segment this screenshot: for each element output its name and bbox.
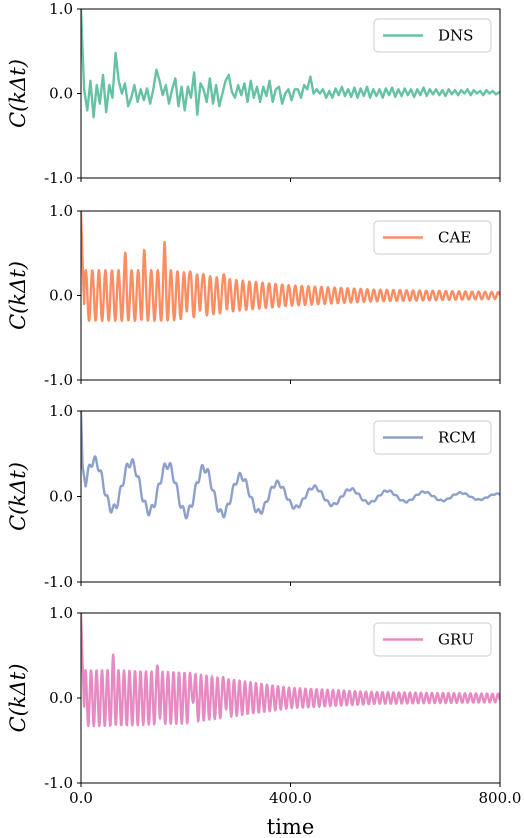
y-axis-label: C(kΔt) <box>6 462 30 531</box>
y-tick-label: 1.0 <box>49 202 73 220</box>
legend-label-rcm: RCM <box>438 429 476 447</box>
legend-box-rcm <box>373 420 492 455</box>
x-axis-label: time <box>267 815 315 838</box>
y-tick-label: 0.0 <box>49 85 73 103</box>
y-tick-label: -1.0 <box>44 774 73 792</box>
y-tick-label: 0.0 <box>49 689 73 707</box>
y-tick-label: 1.0 <box>49 0 73 18</box>
y-tick-label: 1.0 <box>49 402 73 420</box>
series-line-rcm <box>81 411 500 520</box>
legend-label-cae: CAE <box>438 229 471 247</box>
legend-box-cae <box>373 220 492 255</box>
y-tick-label: 0.0 <box>49 488 73 506</box>
y-tick-label: 1.0 <box>49 604 73 622</box>
y-tick-label: -1.0 <box>44 169 73 187</box>
y-tick-label: -1.0 <box>44 371 73 389</box>
y-axis-label: C(kΔt) <box>6 261 30 330</box>
y-axis-label: C(kΔt) <box>6 664 30 733</box>
x-tick-label: 0.0 <box>69 789 93 807</box>
y-tick-label: -1.0 <box>44 573 73 591</box>
y-axis-label: C(kΔt) <box>6 59 30 128</box>
series-line-dns <box>81 9 500 119</box>
x-tick-label: 800.0 <box>479 789 522 807</box>
legend-label-gru: GRU <box>438 631 474 649</box>
x-tick-label: 400.0 <box>269 789 312 807</box>
legend-box-dns <box>373 18 492 53</box>
y-tick-label: 0.0 <box>49 287 73 305</box>
legend-label-dns: DNS <box>438 27 473 45</box>
series-line-cae <box>81 211 500 323</box>
series-line-gru <box>81 613 500 728</box>
legend-box-gru <box>373 622 492 657</box>
